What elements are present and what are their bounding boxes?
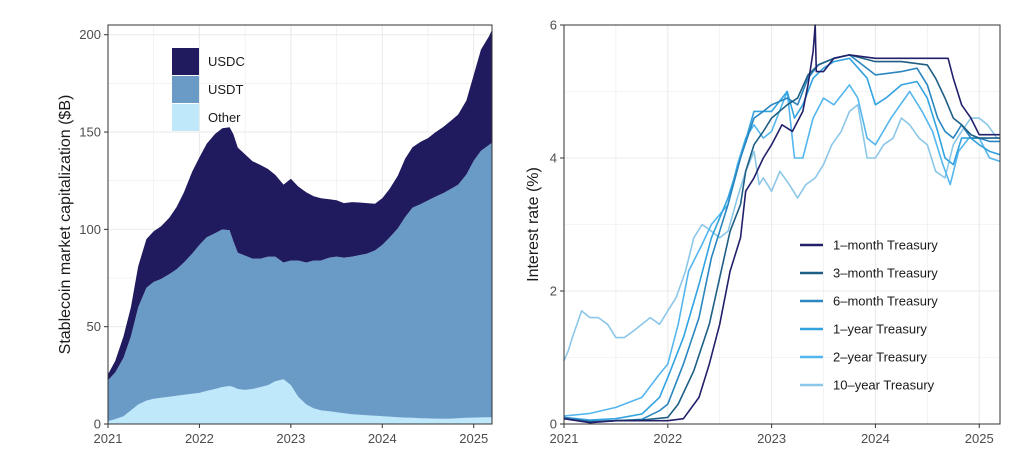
interest-rate-panel: 1–month Treasury 3–month Treasury 6–month …: [525, 18, 1001, 447]
y-tick-label-50: 50: [87, 319, 101, 334]
area-usdt: [108, 142, 492, 422]
x-tick-label-2021: 2021: [94, 431, 123, 446]
y-tick-label-0: 0: [550, 417, 557, 432]
line-10-year-treasury: [563, 104, 1000, 362]
legend-label-3-month-treasury: 3–month Treasury: [833, 266, 938, 281]
right-y-axis-title: Interest rate (%): [525, 167, 542, 282]
line-6-month-treasury: [563, 54, 1000, 423]
right-series-lines: [563, 24, 1001, 424]
x-tick-label-2022: 2022: [653, 431, 682, 446]
x-tick-label-2025: 2025: [965, 431, 994, 446]
line-1-year-treasury: [563, 57, 1001, 421]
y-tick-label-200: 200: [79, 27, 101, 42]
area-usdc: [108, 29, 492, 381]
legend-label-6-month-treasury: 6–month Treasury: [833, 294, 938, 309]
x-tick-label-2023: 2023: [276, 431, 305, 446]
x-tick-label-2025: 2025: [459, 431, 488, 446]
line-2-year-treasury: [563, 84, 1001, 417]
y-tick-label-6: 6: [550, 18, 557, 33]
left-y-axis-title: Stablecoin market capitalization ($B): [57, 95, 74, 355]
line-1-month-treasury: [563, 24, 1000, 424]
legend-key-usdc: [172, 48, 199, 75]
x-tick-label-2023: 2023: [757, 431, 786, 446]
x-tick-label-2024: 2024: [368, 431, 397, 446]
line-3-month-treasury: [563, 54, 1000, 423]
y-tick-label-150: 150: [79, 125, 101, 140]
legend-label-usdt: USDT: [208, 82, 243, 97]
legend-label-10-year-treasury: 10–year Treasury: [833, 378, 935, 393]
y-tick-label-2: 2: [550, 284, 557, 299]
legend-key-other: [172, 104, 199, 131]
legend-label-other: Other: [208, 110, 241, 125]
x-tick-label-2024: 2024: [861, 431, 890, 446]
y-tick-label-4: 4: [550, 151, 557, 166]
right-legend: 1–month Treasury 3–month Treasury 6–month …: [800, 238, 938, 393]
left-axis-ticks: 2021 2022 2023 2024 2025 0 50 100 150 200: [79, 27, 488, 446]
left-panel-frame: [107, 24, 493, 425]
x-tick-label-2022: 2022: [185, 431, 214, 446]
right-panel-frame: [563, 24, 1001, 425]
y-tick-label-100: 100: [79, 222, 101, 237]
legend-label-1-year-treasury: 1–year Treasury: [833, 322, 927, 337]
x-tick-label-2021: 2021: [550, 431, 579, 446]
legend-label-1-month-treasury: 1–month Treasury: [833, 238, 938, 253]
legend-label-usdc: USDC: [208, 54, 245, 69]
legend-key-usdt: [172, 76, 199, 103]
right-axis-ticks: 2021 2022 2023 2024 2025 0 2 4 6: [550, 18, 994, 447]
stablecoin-market-cap-panel: USDC USDT Other 2021 2022 2023 2024 2025 0 50 100…: [57, 24, 493, 446]
y-tick-label-0: 0: [94, 417, 101, 432]
left-legend: USDC USDT Other: [172, 48, 245, 131]
left-stacked-areas: [108, 29, 492, 424]
legend-label-2-year-treasury: 2–year Treasury: [833, 350, 927, 365]
area-other: [108, 379, 492, 424]
